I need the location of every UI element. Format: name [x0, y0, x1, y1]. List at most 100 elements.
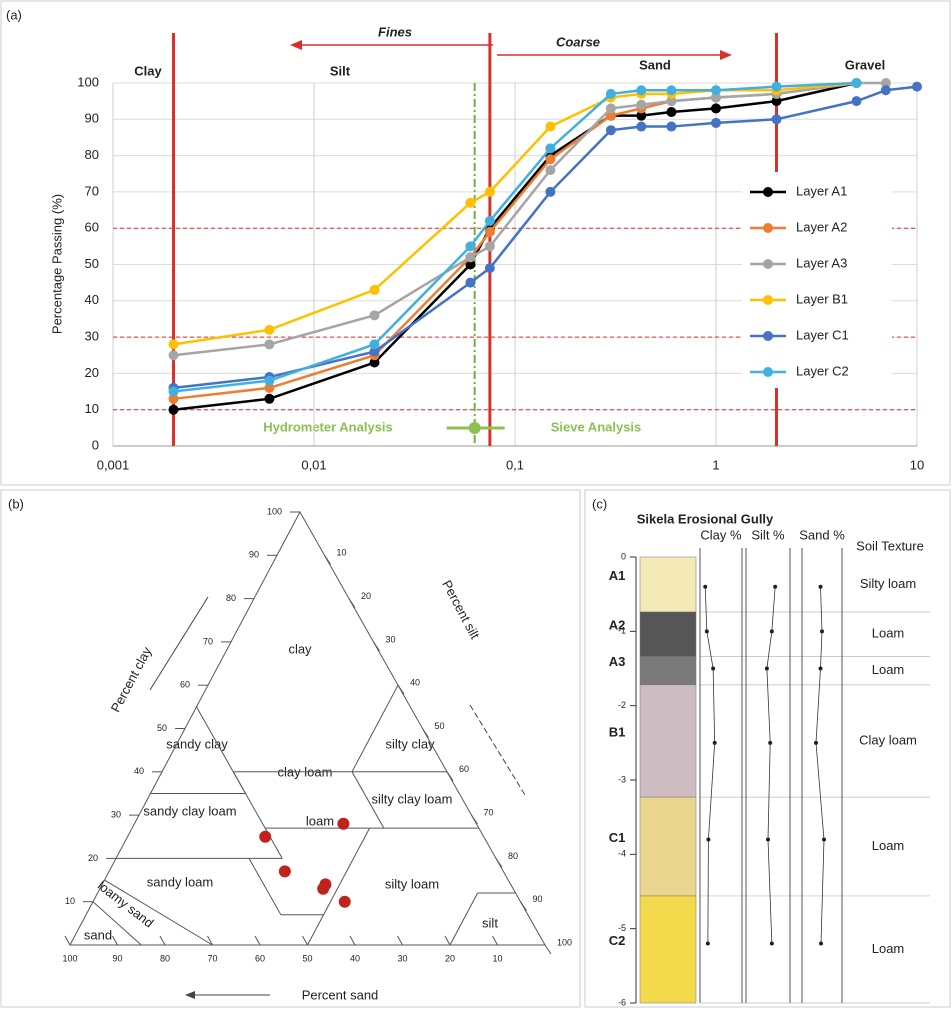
sample-point	[278, 865, 291, 878]
profile-point	[773, 584, 778, 589]
tick-label: 100	[62, 953, 77, 963]
tick-label: 10	[337, 548, 347, 558]
data-point	[264, 382, 275, 393]
data-point	[465, 259, 476, 270]
tick-mark	[446, 771, 454, 782]
data-point	[369, 357, 380, 368]
tick-label: 80	[226, 593, 236, 603]
profile-point	[766, 837, 770, 842]
y-tick-label: 50	[85, 256, 99, 271]
data-point	[369, 346, 380, 357]
data-point	[545, 165, 556, 176]
tick-mark	[520, 901, 527, 911]
y-tick-label: 80	[85, 147, 99, 162]
data-point	[711, 85, 721, 96]
data-point	[545, 121, 556, 132]
data-point	[880, 78, 891, 88]
axis-label: Percent sand	[302, 987, 379, 1002]
data-point	[636, 121, 647, 132]
profile-point	[818, 666, 823, 671]
tick-mark	[159, 935, 166, 946]
profile-line	[704, 586, 716, 944]
data-point	[369, 339, 380, 350]
y-tick-label: 0	[92, 437, 99, 452]
column-header: Clay %	[700, 527, 742, 542]
tick-label: 40	[350, 953, 360, 963]
panel-a-frame	[0, 0, 951, 486]
tick-mark	[64, 935, 71, 946]
x-tick-label: 0,01	[301, 457, 326, 472]
texture-label: Loam	[872, 662, 905, 677]
tick-label: 80	[160, 953, 170, 963]
profile-point	[769, 629, 774, 634]
data-point	[912, 81, 922, 92]
data-point	[851, 96, 862, 107]
depth-label: -3	[618, 774, 626, 784]
tick-mark	[373, 641, 380, 652]
tick-mark	[422, 728, 429, 738]
region-label: sand	[84, 927, 112, 942]
texture-label: Loam	[872, 941, 905, 956]
region-label: silty clay loam	[372, 791, 453, 806]
class-boundary	[92, 901, 142, 946]
region-label: silty loam	[385, 876, 439, 891]
tick-label: 10	[65, 896, 75, 906]
legend-marker	[763, 295, 773, 305]
data-point	[636, 99, 647, 110]
profile-point	[768, 740, 773, 745]
profile-point	[705, 941, 710, 946]
x-tick-label: 10	[910, 457, 924, 472]
panel-b-frame	[0, 489, 581, 1008]
data-point	[771, 114, 782, 125]
column-header: Sand %	[799, 527, 845, 542]
tick-mark	[207, 935, 213, 946]
data-point	[711, 117, 721, 128]
data-point	[484, 263, 495, 274]
depth-label: -2	[618, 700, 626, 710]
tick-label: 50	[302, 953, 312, 963]
tick-mark	[324, 555, 331, 565]
hydrometer-label: Hydrometer Analysis	[263, 419, 393, 434]
profile-point	[704, 629, 709, 634]
y-tick-label: 40	[85, 292, 99, 307]
profile-point	[820, 629, 824, 634]
tick-label: 80	[508, 851, 518, 861]
y-tick-label: 70	[85, 183, 99, 198]
sample-point	[338, 895, 351, 908]
data-point	[605, 103, 616, 114]
axis-arrow	[149, 596, 209, 691]
data-point	[880, 85, 891, 96]
soil-layer	[639, 556, 697, 613]
tick-label: 30	[386, 634, 396, 644]
data-point	[465, 241, 476, 252]
tick-label: 30	[397, 953, 407, 963]
legend-marker	[763, 367, 773, 377]
region-label: Gravel	[845, 57, 885, 72]
layer-label: C2	[609, 933, 626, 948]
data-point	[545, 143, 556, 154]
data-point	[605, 110, 616, 121]
depth-label: -4	[618, 849, 626, 859]
panel-c-frame	[584, 489, 951, 1008]
region-label: Silt	[330, 63, 351, 78]
soil-layer	[639, 684, 697, 798]
data-point	[605, 125, 616, 136]
texture-label: Loam	[872, 626, 905, 641]
arrow-head	[720, 50, 732, 60]
region-label: silty clay	[385, 736, 435, 751]
data-point	[666, 107, 677, 118]
axis-arrow	[469, 704, 526, 796]
texture-label: Silty loam	[860, 576, 916, 591]
column-header: Silt %	[751, 527, 785, 542]
legend-marker	[763, 331, 773, 341]
profile-point	[818, 584, 823, 589]
data-point	[168, 393, 179, 404]
layer-label: A2	[609, 618, 626, 633]
panel-label: (b)	[8, 496, 24, 511]
profile-line	[815, 586, 825, 944]
profile-point	[711, 666, 716, 671]
data-point	[168, 386, 179, 397]
soil-layer	[639, 656, 697, 686]
data-point	[711, 92, 721, 103]
panel-b: (b) Percent clay Percent silt Percent sa…	[8, 496, 572, 1002]
